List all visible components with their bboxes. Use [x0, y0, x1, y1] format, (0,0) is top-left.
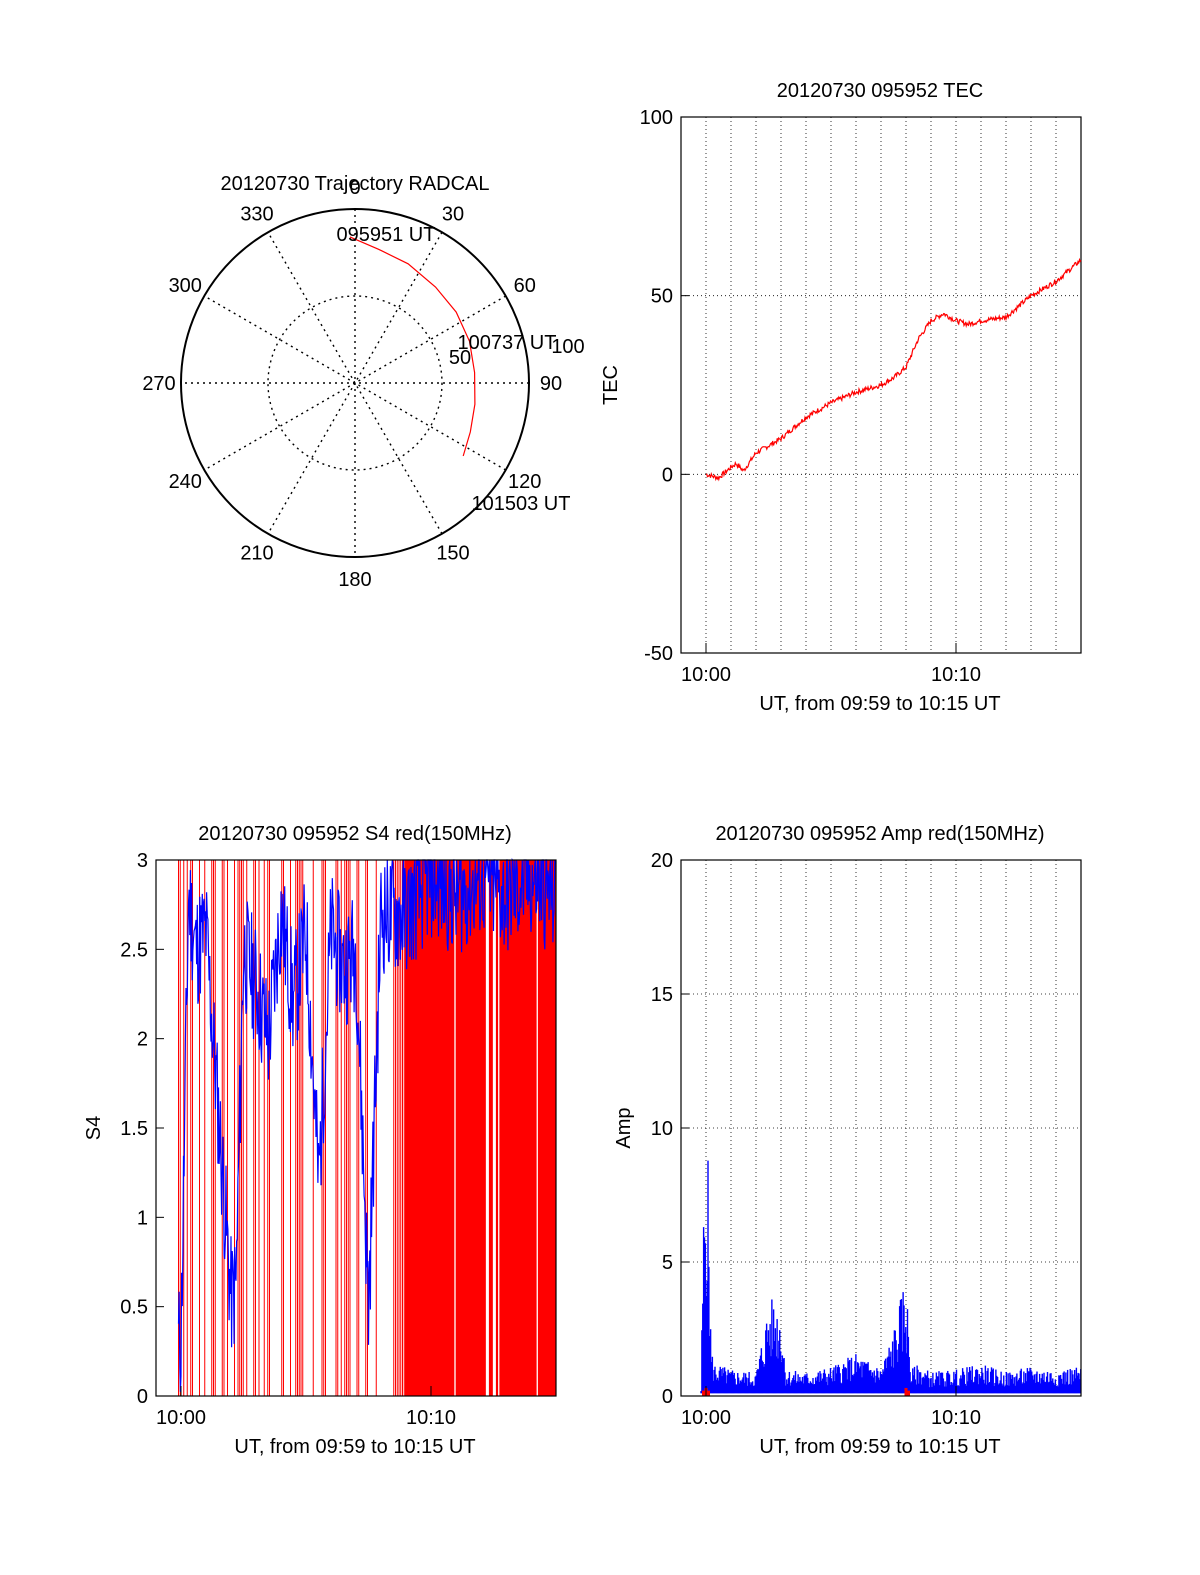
y-tick-label: 20 [651, 850, 673, 872]
tec-title: 20120730 095952 TEC [777, 80, 983, 102]
amp-panel: 20120730 095952 Amp red(150MHz) 0 5 10 15 20… [613, 823, 1082, 1458]
tec-axis-ticks: -50 0 50 100 10:00 10:10 [640, 107, 981, 686]
s4-axis-ticks: 0 0.5 1 1.5 2 2.5 3 10:00 10:10 [120, 850, 456, 1429]
amp-y-axis-label: Amp [613, 1107, 635, 1148]
amp-title: 20120730 095952 Amp red(150MHz) [715, 823, 1044, 845]
polar-angle-label: 240 [169, 471, 202, 493]
y-tick-label: 0 [662, 1386, 673, 1408]
y-tick-label: 0 [137, 1386, 148, 1408]
y-tick-label: 2.5 [120, 939, 148, 961]
y-tick-label: -50 [644, 643, 673, 665]
polar-angle-label: 210 [240, 543, 273, 565]
y-tick-label: 5 [662, 1252, 673, 1274]
polar-angle-label: 300 [169, 275, 202, 297]
x-tick-label: 10:00 [156, 1407, 206, 1429]
polar-angle-label: 120 [508, 471, 541, 493]
polar-angle-labels: 0 30 60 90 120 150 180 210 240 270 300 330 [142, 177, 562, 591]
y-tick-label: 0.5 [120, 1297, 148, 1319]
polar-spoke [267, 231, 443, 535]
x-tick-label: 10:10 [931, 664, 981, 686]
amp-grid [680, 859, 1082, 1397]
s4-panel: 20120730 095952 S4 red(150MHz) 0 0.5 1 1.5 2… [83, 823, 557, 1458]
polar-spokes [181, 209, 529, 557]
y-tick-label: 1.5 [120, 1118, 148, 1140]
polar-inner-circle [267, 295, 443, 471]
y-tick-label: 50 [651, 286, 673, 308]
tec-series-line [705, 257, 1082, 482]
y-tick-label: 15 [651, 984, 673, 1006]
polar-trajectory-panel: 20120730 Trajectory RADCAL 0 30 60 90 120 150… [142, 173, 584, 591]
y-tick-label: 0 [662, 464, 673, 486]
s4-title: 20120730 095952 S4 red(150MHz) [198, 823, 512, 845]
trajectory-end-label: 101503 UT [472, 493, 571, 515]
polar-angle-label: 30 [442, 203, 464, 225]
trajectory-mid-label: 100737 UT [458, 332, 557, 354]
s4-blue-series-line [177, 857, 556, 1392]
polar-angle-label: 330 [240, 203, 273, 225]
s4-y-axis-label: S4 [83, 1116, 105, 1140]
polar-radius-label-100: 100 [551, 336, 584, 358]
polar-angle-label: 270 [142, 373, 175, 395]
tec-x-axis-label: UT, from 09:59 to 10:15 UT [759, 693, 1000, 715]
x-tick-label: 10:10 [931, 1407, 981, 1429]
s4-x-axis-label: UT, from 09:59 to 10:15 UT [234, 1436, 475, 1458]
polar-angle-label: 150 [436, 543, 469, 565]
tec-plot-frame [680, 116, 1082, 654]
s4-red-spikes [178, 860, 556, 1396]
amp-x-axis-label: UT, from 09:59 to 10:15 UT [759, 1436, 1000, 1458]
y-tick-label: 100 [640, 107, 673, 129]
x-tick-label: 10:00 [681, 1407, 731, 1429]
trajectory-start-label: 095951 UT [337, 224, 436, 246]
amp-axis-ticks: 0 5 10 15 20 10:00 10:10 [651, 850, 981, 1429]
x-tick-label: 10:10 [406, 1407, 456, 1429]
polar-angle-label: 180 [338, 569, 371, 591]
y-tick-label: 2 [137, 1029, 148, 1051]
polar-angle-label: 90 [540, 373, 562, 395]
y-tick-label: 3 [137, 850, 148, 872]
polar-radius-label-50: 50 [449, 347, 471, 369]
polar-angle-label: 60 [514, 275, 536, 297]
trajectory-line [349, 236, 476, 457]
y-tick-label: 1 [137, 1207, 148, 1229]
x-tick-label: 10:00 [681, 664, 731, 686]
y-tick-label: 10 [651, 1118, 673, 1140]
tec-y-axis-label: TEC [600, 365, 622, 405]
amp-blue-series [700, 1160, 1082, 1394]
polar-title: 20120730 Trajectory RADCAL [220, 173, 489, 195]
polar-angle-label: 0 [349, 177, 360, 199]
